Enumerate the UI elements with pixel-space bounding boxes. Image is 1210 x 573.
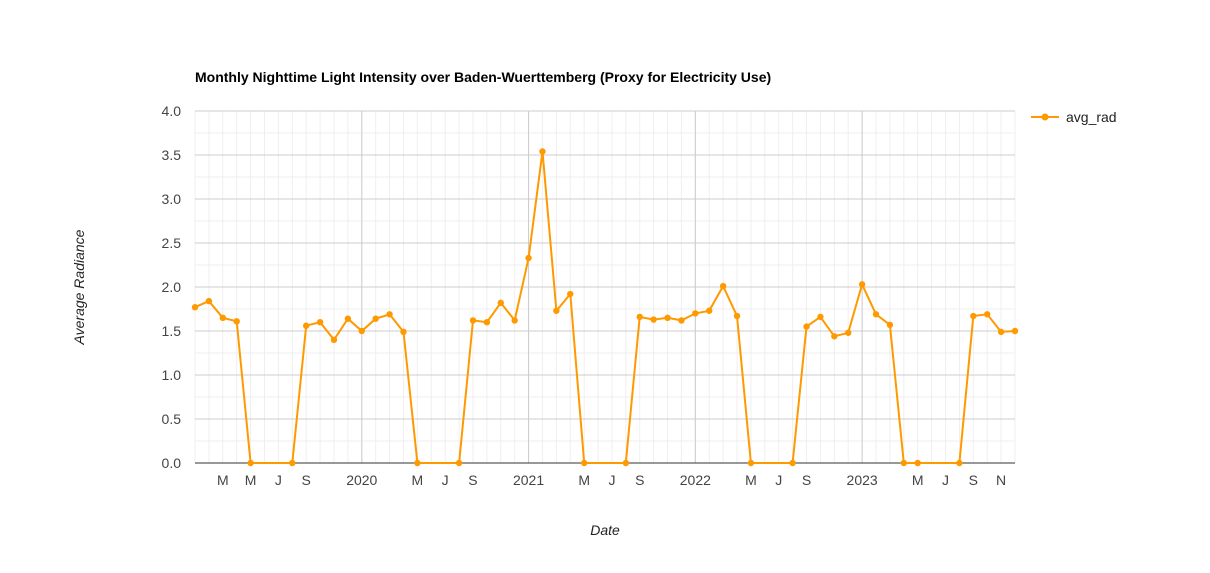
y-tick-label: 2.0 [162, 279, 182, 295]
x-tick-label: 2021 [513, 472, 544, 488]
x-tick-label: S [468, 472, 477, 488]
major-gridlines [195, 110, 1015, 464]
x-tick-label: S [635, 472, 644, 488]
series-line-avg-rad [194, 151, 1016, 464]
y-tick-label: 1.0 [162, 367, 182, 383]
data-point[interactable] [302, 322, 310, 329]
y-axis-label: Average Radiance [71, 229, 87, 345]
y-tick-label: 3.0 [162, 191, 182, 207]
data-point[interactable] [747, 459, 755, 467]
data-point[interactable] [858, 281, 866, 288]
data-point[interactable] [580, 459, 588, 467]
series-points-avg-rad [191, 148, 1019, 467]
x-tick-label: 2020 [346, 472, 377, 488]
data-point[interactable] [872, 311, 880, 318]
x-tick-label: M [412, 472, 424, 488]
data-point[interactable] [719, 282, 727, 290]
data-point[interactable] [900, 459, 908, 467]
x-tick-label: J [775, 472, 782, 488]
data-point[interactable] [678, 317, 685, 324]
data-point[interactable] [622, 459, 630, 467]
x-tick-label: J [275, 472, 282, 488]
y-axis-ticks: 0.0 0.5 1.0 1.5 2.0 2.5 3.0 3.5 4.0 [162, 103, 182, 471]
legend[interactable]: avg_rad [1031, 109, 1117, 125]
y-tick-label: 0.5 [162, 411, 182, 427]
data-point[interactable] [567, 290, 574, 298]
data-point[interactable] [330, 336, 338, 343]
x-tick-label: M [217, 472, 229, 488]
data-point[interactable] [984, 311, 991, 318]
y-tick-label: 3.5 [162, 147, 182, 163]
data-point[interactable] [511, 317, 518, 324]
data-point[interactable] [817, 313, 824, 321]
data-point[interactable] [289, 459, 296, 467]
x-axis-label: Date [590, 522, 620, 538]
data-point[interactable] [219, 314, 226, 321]
data-point[interactable] [483, 319, 491, 326]
x-tick-label: 2022 [680, 472, 711, 488]
data-point[interactable] [400, 328, 407, 336]
data-point[interactable] [886, 321, 894, 329]
x-tick-label: M [745, 472, 757, 488]
data-point[interactable] [636, 313, 643, 321]
data-point[interactable] [956, 459, 963, 467]
legend-label-avg-rad: avg_rad [1066, 109, 1117, 125]
data-point[interactable] [831, 333, 838, 340]
data-point[interactable] [692, 310, 699, 317]
data-point[interactable] [525, 254, 532, 262]
data-point[interactable] [970, 312, 977, 320]
data-point[interactable] [664, 314, 671, 321]
data-point[interactable] [205, 297, 213, 305]
x-tick-label: J [608, 472, 615, 488]
x-tick-label: M [912, 472, 924, 488]
data-point[interactable] [358, 327, 365, 335]
data-point[interactable] [914, 459, 921, 467]
data-point[interactable] [386, 311, 393, 318]
data-point[interactable] [372, 315, 379, 322]
data-point[interactable] [497, 299, 504, 307]
data-point[interactable] [344, 315, 352, 322]
x-tick-label: S [969, 472, 978, 488]
y-tick-label: 2.5 [162, 235, 182, 251]
x-tick-label: S [802, 472, 811, 488]
data-point[interactable] [233, 318, 240, 325]
data-point[interactable] [803, 323, 810, 330]
legend-marker-icon [1041, 113, 1049, 121]
data-point[interactable] [455, 459, 463, 467]
data-point[interactable] [316, 319, 324, 326]
data-point[interactable] [733, 312, 741, 320]
data-point[interactable] [553, 307, 560, 314]
x-tick-label: M [578, 472, 590, 488]
x-tick-label: M [245, 472, 257, 488]
x-tick-label: N [996, 472, 1006, 488]
chart-title: Monthly Nighttime Light Intensity over B… [195, 69, 771, 85]
data-point[interactable] [845, 329, 852, 336]
y-tick-label: 0.0 [162, 455, 182, 471]
data-point[interactable] [247, 459, 254, 467]
x-tick-label: 2023 [847, 472, 878, 488]
data-point[interactable] [539, 148, 546, 155]
y-tick-label: 1.5 [162, 323, 182, 339]
data-point[interactable] [997, 328, 1005, 336]
data-point[interactable] [1011, 327, 1019, 335]
x-tick-label: S [302, 472, 311, 488]
x-axis-ticks: M M J S 2020 M J S 2021 M J S 2022 M J S 2023 M J S N [217, 472, 1006, 488]
data-point[interactable] [191, 304, 199, 311]
x-tick-label: J [942, 472, 949, 488]
data-point[interactable] [469, 317, 477, 324]
y-tick-label: 4.0 [162, 103, 182, 119]
x-tick-label: J [442, 472, 449, 488]
data-point[interactable] [414, 459, 421, 467]
data-point[interactable] [650, 316, 657, 323]
data-point[interactable] [789, 459, 796, 467]
data-point[interactable] [706, 307, 713, 314]
